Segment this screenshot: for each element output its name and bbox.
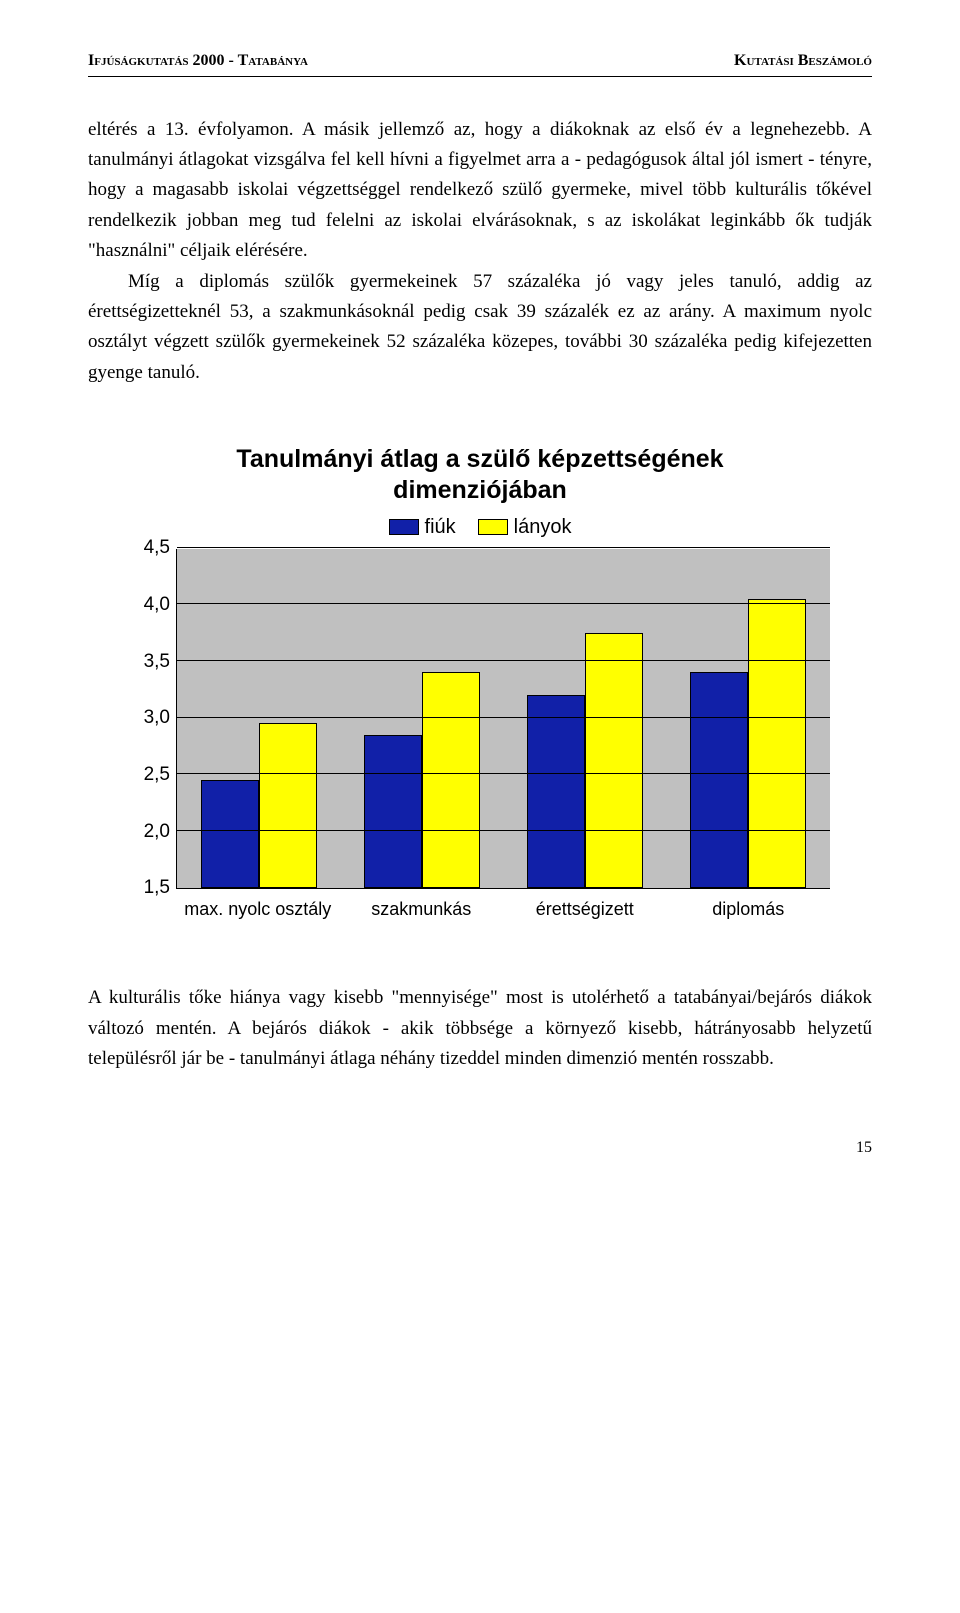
legend-swatch-lanyok bbox=[478, 519, 508, 535]
bar-group bbox=[504, 549, 667, 888]
chart-title: Tanulmányi átlag a szülő képzettségének … bbox=[130, 444, 830, 507]
page-header: Ifjúságkutatás 2000 - Tatabánya Kutatási… bbox=[88, 48, 872, 77]
legend-label-lanyok: lányok bbox=[514, 511, 572, 543]
bar-lanyok bbox=[585, 633, 643, 888]
header-left: Ifjúságkutatás 2000 - Tatabánya bbox=[88, 48, 308, 74]
y-axis: 1,52,02,53,03,54,04,5 bbox=[130, 549, 176, 889]
y-tick-label: 3,5 bbox=[144, 647, 170, 677]
x-tick-label: max. nyolc osztály bbox=[176, 895, 340, 924]
chart-title-line2: dimenziójában bbox=[393, 476, 567, 504]
paragraph-2: Míg a diplomás szülők gyermekeinek 57 sz… bbox=[88, 267, 872, 389]
gridline bbox=[177, 603, 830, 604]
y-tick-label: 4,0 bbox=[144, 590, 170, 620]
gridline bbox=[177, 660, 830, 661]
plot-area bbox=[176, 549, 830, 889]
gridline bbox=[177, 773, 830, 774]
y-tick-label: 4,5 bbox=[144, 533, 170, 563]
x-axis: max. nyolc osztályszakmunkásérettségizet… bbox=[176, 895, 830, 924]
bar-fiuk bbox=[201, 780, 259, 888]
gridline bbox=[177, 830, 830, 831]
x-tick-label: érettségizett bbox=[503, 895, 667, 924]
body-text-block-1: eltérés a 13. évfolyamon. A másik jellem… bbox=[88, 115, 872, 389]
legend-item-fiuk: fiúk bbox=[389, 511, 456, 543]
bar-lanyok bbox=[748, 599, 806, 888]
paragraph-1: eltérés a 13. évfolyamon. A másik jellem… bbox=[88, 115, 872, 267]
gridline bbox=[177, 547, 830, 548]
bar-group bbox=[177, 549, 340, 888]
header-right: Kutatási Beszámoló bbox=[734, 48, 872, 74]
legend-swatch-fiuk bbox=[389, 519, 419, 535]
x-tick-label: diplomás bbox=[667, 895, 831, 924]
body-text-block-2: A kulturális tőke hiánya vagy kisebb "me… bbox=[88, 983, 872, 1074]
bar-fiuk bbox=[364, 735, 422, 888]
chart-title-line1: Tanulmányi átlag a szülő képzettségének bbox=[236, 445, 723, 473]
bar-chart: Tanulmányi átlag a szülő képzettségének … bbox=[130, 444, 830, 923]
paragraph-3: A kulturális tőke hiánya vagy kisebb "me… bbox=[88, 983, 872, 1074]
bar-fiuk bbox=[527, 695, 585, 888]
chart-area: 1,52,02,53,03,54,04,5 bbox=[130, 549, 830, 889]
y-tick-label: 2,0 bbox=[144, 817, 170, 847]
bar-group bbox=[667, 549, 830, 888]
y-tick-label: 1,5 bbox=[144, 873, 170, 903]
legend-label-fiuk: fiúk bbox=[425, 511, 456, 543]
bar-lanyok bbox=[422, 672, 480, 887]
chart-legend: fiúk lányok bbox=[130, 511, 830, 543]
y-tick-label: 2,5 bbox=[144, 760, 170, 790]
bar-lanyok bbox=[259, 723, 317, 887]
legend-item-lanyok: lányok bbox=[478, 511, 572, 543]
bar-fiuk bbox=[690, 672, 748, 887]
bars-container bbox=[177, 549, 830, 888]
bar-group bbox=[340, 549, 503, 888]
y-tick-label: 3,0 bbox=[144, 703, 170, 733]
page-number: 15 bbox=[88, 1135, 872, 1161]
x-tick-label: szakmunkás bbox=[340, 895, 504, 924]
gridline bbox=[177, 717, 830, 718]
